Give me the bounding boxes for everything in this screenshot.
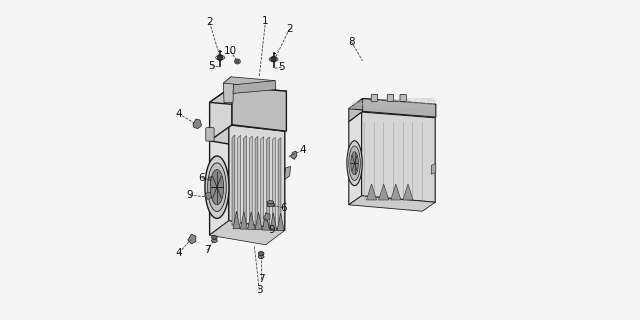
Text: 8: 8	[348, 36, 355, 47]
Text: 5: 5	[278, 62, 285, 72]
Polygon shape	[244, 136, 246, 226]
Polygon shape	[193, 119, 202, 129]
Polygon shape	[241, 212, 248, 229]
Polygon shape	[362, 99, 436, 117]
Polygon shape	[233, 81, 276, 93]
Ellipse shape	[271, 56, 276, 62]
Text: 3: 3	[256, 284, 262, 295]
Polygon shape	[349, 196, 435, 211]
Polygon shape	[210, 86, 287, 107]
Polygon shape	[403, 184, 413, 200]
FancyBboxPatch shape	[387, 94, 394, 101]
Polygon shape	[366, 184, 376, 200]
Ellipse shape	[207, 163, 227, 212]
Ellipse shape	[236, 60, 239, 63]
Polygon shape	[270, 213, 277, 230]
Polygon shape	[264, 213, 270, 221]
Polygon shape	[255, 212, 262, 230]
Polygon shape	[267, 137, 269, 228]
Polygon shape	[285, 166, 291, 179]
Ellipse shape	[349, 146, 360, 180]
FancyBboxPatch shape	[206, 128, 214, 141]
Text: 7: 7	[204, 245, 211, 255]
Polygon shape	[278, 138, 281, 228]
Polygon shape	[273, 137, 275, 228]
Polygon shape	[349, 112, 362, 205]
Polygon shape	[232, 86, 287, 131]
Ellipse shape	[235, 59, 241, 64]
Ellipse shape	[259, 252, 264, 255]
Ellipse shape	[208, 177, 214, 180]
Ellipse shape	[210, 170, 224, 205]
Polygon shape	[233, 211, 240, 229]
Text: 6: 6	[198, 172, 205, 183]
Text: 9: 9	[269, 225, 275, 236]
Ellipse shape	[351, 152, 358, 175]
Polygon shape	[229, 125, 285, 230]
Polygon shape	[223, 77, 234, 102]
FancyBboxPatch shape	[371, 94, 378, 101]
Ellipse shape	[268, 201, 274, 204]
Polygon shape	[390, 184, 401, 200]
Text: 1: 1	[262, 16, 269, 26]
Ellipse shape	[211, 236, 218, 239]
Polygon shape	[248, 212, 255, 229]
Ellipse shape	[347, 141, 362, 186]
Ellipse shape	[217, 55, 223, 60]
Polygon shape	[232, 135, 235, 226]
Polygon shape	[277, 213, 284, 231]
Polygon shape	[349, 99, 436, 115]
Text: 9: 9	[186, 190, 193, 200]
Text: 4: 4	[299, 145, 306, 156]
Text: 6: 6	[280, 203, 287, 213]
Polygon shape	[362, 112, 435, 202]
FancyBboxPatch shape	[206, 179, 214, 192]
Polygon shape	[188, 234, 196, 244]
Polygon shape	[210, 125, 285, 150]
Text: 10: 10	[224, 46, 237, 56]
Polygon shape	[210, 221, 285, 245]
Polygon shape	[205, 192, 212, 200]
Polygon shape	[261, 137, 264, 227]
FancyBboxPatch shape	[400, 94, 406, 101]
Polygon shape	[291, 151, 297, 159]
Polygon shape	[210, 86, 232, 141]
Polygon shape	[262, 212, 269, 230]
Polygon shape	[210, 125, 229, 235]
Text: 7: 7	[258, 274, 264, 284]
Text: 4: 4	[175, 108, 182, 119]
Polygon shape	[255, 136, 258, 227]
Text: 5: 5	[209, 60, 215, 71]
Text: 4: 4	[176, 248, 182, 258]
Text: 2: 2	[286, 24, 293, 34]
Polygon shape	[431, 163, 436, 174]
Polygon shape	[223, 77, 275, 87]
Polygon shape	[238, 135, 241, 226]
Ellipse shape	[259, 255, 264, 259]
Ellipse shape	[211, 239, 218, 243]
Ellipse shape	[205, 156, 229, 218]
Polygon shape	[208, 179, 214, 182]
Polygon shape	[250, 136, 252, 227]
Polygon shape	[268, 203, 274, 206]
Polygon shape	[349, 99, 362, 122]
Text: 2: 2	[206, 17, 213, 28]
Polygon shape	[379, 184, 389, 200]
